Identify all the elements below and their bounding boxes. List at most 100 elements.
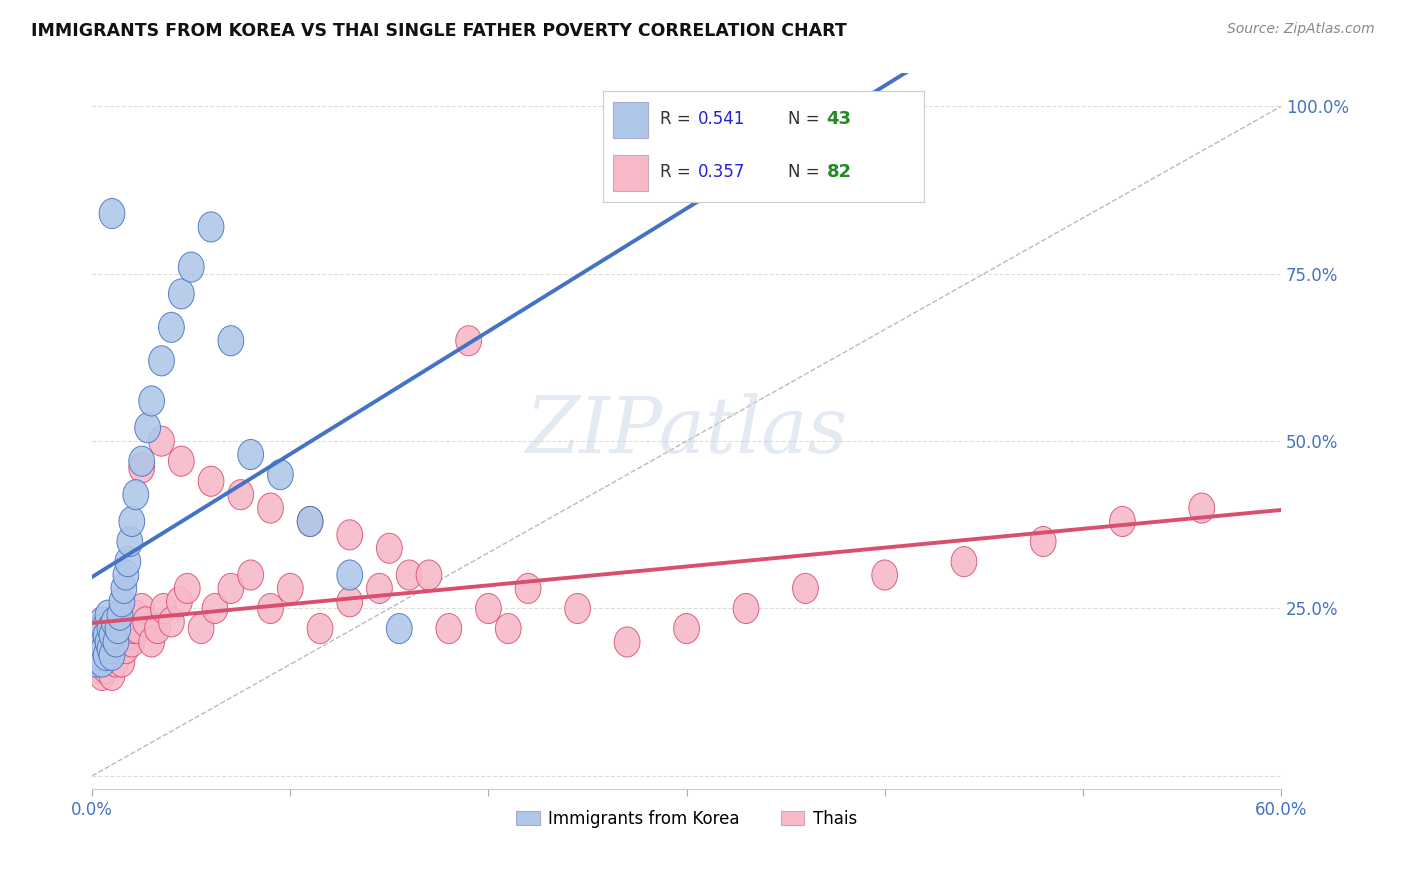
- Ellipse shape: [129, 593, 155, 624]
- Ellipse shape: [396, 560, 422, 591]
- Ellipse shape: [159, 312, 184, 343]
- Ellipse shape: [110, 627, 135, 657]
- Ellipse shape: [98, 633, 125, 664]
- Ellipse shape: [89, 647, 115, 677]
- Ellipse shape: [267, 459, 294, 490]
- Ellipse shape: [101, 607, 127, 637]
- Ellipse shape: [238, 560, 263, 591]
- Ellipse shape: [87, 614, 112, 644]
- Ellipse shape: [1109, 507, 1135, 536]
- Ellipse shape: [97, 614, 122, 644]
- Ellipse shape: [89, 620, 115, 650]
- Ellipse shape: [103, 647, 129, 677]
- Ellipse shape: [1189, 493, 1215, 523]
- Ellipse shape: [337, 520, 363, 549]
- Ellipse shape: [107, 620, 132, 650]
- Ellipse shape: [872, 560, 897, 591]
- Text: Source: ZipAtlas.com: Source: ZipAtlas.com: [1227, 22, 1375, 37]
- Ellipse shape: [103, 627, 129, 657]
- Ellipse shape: [103, 627, 129, 657]
- Ellipse shape: [416, 560, 441, 591]
- Ellipse shape: [456, 326, 481, 356]
- Ellipse shape: [198, 212, 224, 242]
- Ellipse shape: [132, 607, 159, 637]
- Ellipse shape: [101, 640, 127, 671]
- Ellipse shape: [377, 533, 402, 564]
- Ellipse shape: [515, 574, 541, 604]
- Ellipse shape: [98, 614, 125, 644]
- Ellipse shape: [169, 446, 194, 476]
- Ellipse shape: [228, 480, 253, 509]
- Ellipse shape: [793, 574, 818, 604]
- Ellipse shape: [86, 627, 111, 657]
- Text: ZIPatlas: ZIPatlas: [526, 393, 848, 469]
- Ellipse shape: [105, 614, 131, 644]
- Ellipse shape: [89, 607, 115, 637]
- Ellipse shape: [96, 627, 121, 657]
- Ellipse shape: [97, 627, 122, 657]
- Legend: Immigrants from Korea, Thais: Immigrants from Korea, Thais: [509, 804, 863, 835]
- Ellipse shape: [105, 633, 131, 664]
- Ellipse shape: [98, 660, 125, 690]
- Ellipse shape: [475, 593, 502, 624]
- Ellipse shape: [87, 654, 112, 684]
- Ellipse shape: [87, 640, 112, 671]
- Ellipse shape: [122, 480, 149, 509]
- Ellipse shape: [238, 440, 263, 469]
- Ellipse shape: [105, 614, 131, 644]
- Ellipse shape: [101, 620, 127, 650]
- Ellipse shape: [139, 627, 165, 657]
- Ellipse shape: [257, 493, 284, 523]
- Ellipse shape: [96, 640, 121, 671]
- Ellipse shape: [91, 633, 117, 664]
- Ellipse shape: [367, 574, 392, 604]
- Ellipse shape: [495, 614, 522, 644]
- Text: IMMIGRANTS FROM KOREA VS THAI SINGLE FATHER POVERTY CORRELATION CHART: IMMIGRANTS FROM KOREA VS THAI SINGLE FAT…: [31, 22, 846, 40]
- Ellipse shape: [179, 252, 204, 282]
- Ellipse shape: [565, 593, 591, 624]
- Ellipse shape: [111, 574, 136, 604]
- Ellipse shape: [117, 607, 142, 637]
- Ellipse shape: [98, 640, 125, 671]
- Ellipse shape: [110, 587, 135, 617]
- Ellipse shape: [107, 600, 132, 631]
- Ellipse shape: [125, 614, 150, 644]
- Ellipse shape: [159, 607, 184, 637]
- Ellipse shape: [139, 386, 165, 416]
- Ellipse shape: [117, 526, 142, 557]
- Ellipse shape: [120, 507, 145, 536]
- Ellipse shape: [91, 614, 117, 644]
- Ellipse shape: [307, 614, 333, 644]
- Ellipse shape: [188, 614, 214, 644]
- Ellipse shape: [89, 660, 115, 690]
- Ellipse shape: [218, 326, 243, 356]
- Ellipse shape: [129, 453, 155, 483]
- Ellipse shape: [1031, 526, 1056, 557]
- Ellipse shape: [96, 600, 121, 631]
- Ellipse shape: [950, 547, 977, 577]
- Ellipse shape: [89, 640, 115, 671]
- Ellipse shape: [135, 413, 160, 442]
- Ellipse shape: [129, 446, 155, 476]
- Ellipse shape: [97, 647, 122, 677]
- Ellipse shape: [87, 633, 112, 664]
- Ellipse shape: [93, 633, 120, 664]
- Ellipse shape: [86, 647, 111, 677]
- Ellipse shape: [166, 587, 193, 617]
- Ellipse shape: [110, 647, 135, 677]
- Ellipse shape: [93, 614, 120, 644]
- Ellipse shape: [436, 614, 461, 644]
- Ellipse shape: [218, 574, 243, 604]
- Ellipse shape: [93, 640, 120, 671]
- Ellipse shape: [112, 560, 139, 591]
- Ellipse shape: [122, 600, 149, 631]
- Ellipse shape: [98, 620, 125, 650]
- Ellipse shape: [115, 620, 141, 650]
- Ellipse shape: [96, 620, 121, 650]
- Ellipse shape: [174, 574, 200, 604]
- Ellipse shape: [673, 614, 699, 644]
- Ellipse shape: [115, 547, 141, 577]
- Ellipse shape: [337, 560, 363, 591]
- Ellipse shape: [387, 614, 412, 644]
- Ellipse shape: [83, 640, 110, 671]
